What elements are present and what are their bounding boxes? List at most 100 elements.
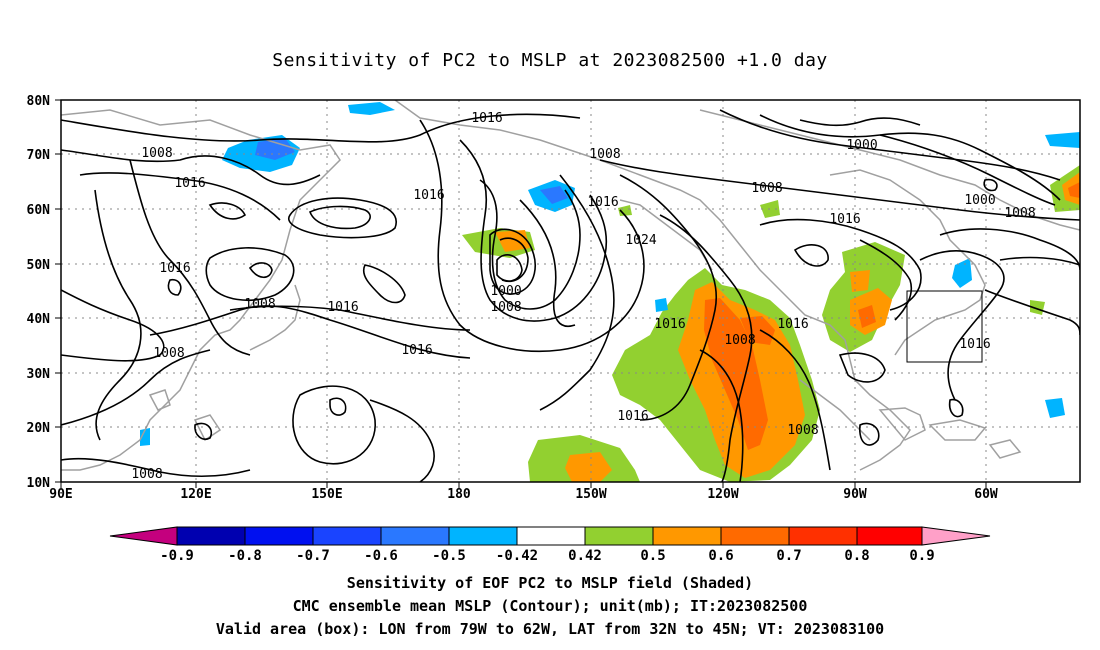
coastline [928, 419, 987, 441]
contour-label: 1016 [159, 261, 190, 276]
contour-label: 1016 [401, 343, 432, 358]
isobar-contour [248, 262, 273, 279]
isobar-contour [496, 254, 523, 282]
colorbar-swatch [856, 526, 923, 546]
axis-ticks [55, 99, 987, 488]
colorbar-swatch [380, 526, 450, 546]
isobar-contour [459, 139, 608, 322]
coastline [193, 414, 222, 442]
lat-label: 50N [27, 258, 51, 273]
isobar-contour [479, 179, 581, 310]
contour-label: 1016 [777, 317, 808, 332]
contour-label: 1000 [964, 193, 995, 208]
contour-label: 1016 [174, 176, 205, 191]
contour-label: 1016 [829, 212, 860, 227]
contour-label: 1016 [587, 195, 618, 210]
colorbar-swatch [312, 526, 382, 546]
colorbar-label: 0.5 [640, 548, 665, 564]
shade-negative-region [952, 258, 972, 288]
lon-label: 90E [49, 487, 72, 502]
contour-label: 1000 [490, 284, 521, 299]
shade-positive-region [1030, 300, 1045, 315]
contour-label: 1008 [751, 181, 782, 196]
isobar-contour [288, 197, 397, 239]
isobar-contour [79, 172, 281, 221]
colorbar-swatch [176, 526, 246, 546]
coastline [148, 389, 171, 411]
colorbar-low-arrow [109, 526, 178, 546]
contour-label: 1008 [153, 346, 184, 361]
lon-label: 60W [974, 487, 998, 502]
coastline [61, 109, 341, 471]
contour-label: 1008 [141, 146, 172, 161]
isobar-contour [859, 239, 913, 321]
contour-label: 1008 [724, 333, 755, 348]
colorbar-swatch [720, 526, 790, 546]
colorbar-label: -0.9 [160, 548, 194, 564]
isobar-contour [208, 202, 247, 220]
caption-valid-area: Valid area (box): LON from 79W to 62W, L… [215, 620, 885, 638]
isobar-contour [999, 256, 1080, 266]
isobar-contour [499, 237, 529, 283]
lat-label: 20N [27, 421, 51, 436]
shade-darkorange-region [1068, 182, 1080, 198]
colorbar-label: -0.42 [496, 548, 538, 564]
isobar-contour [149, 305, 471, 359]
colorbar-swatch [516, 526, 586, 546]
isobar-contour [838, 352, 886, 383]
caption-shading: Sensitivity of EOF PC2 to MSLP field (Sh… [346, 574, 754, 592]
lat-label: 70N [27, 148, 51, 163]
lon-label: 90W [843, 487, 867, 502]
contour-label: 1016 [327, 300, 358, 315]
colorbar-swatch [584, 526, 654, 546]
isobar-contour [859, 422, 880, 446]
colorbar-swatch [788, 526, 858, 546]
lon-label: 150E [311, 487, 342, 502]
colorbar-label: 0.42 [568, 548, 602, 564]
sensitivity-shading [140, 102, 1080, 482]
isobar-contour [699, 349, 744, 482]
contour-label: 1000 [846, 138, 877, 153]
lon-label: 150W [575, 487, 606, 502]
isobar-contour [759, 114, 1061, 201]
contour-label: 1024 [625, 233, 656, 248]
colorbar-label: -0.8 [228, 548, 262, 564]
isobar-contour [194, 422, 213, 440]
isobar-contour [292, 385, 376, 465]
colorbar-label: 0.9 [909, 548, 934, 564]
colorbar-label: -0.5 [432, 548, 466, 564]
contour-label: 1016 [654, 317, 685, 332]
shade-orange-region [565, 452, 612, 482]
contour-label: 1016 [413, 188, 444, 203]
isobar-contour [61, 149, 321, 186]
coastline [394, 100, 911, 471]
isobar-contour [719, 109, 1061, 181]
contour-label: 1008 [787, 423, 818, 438]
isobar-contour [519, 199, 576, 327]
colorbar-label: -0.7 [296, 548, 330, 564]
mslp-contours [61, 109, 1080, 482]
isobar-contour [983, 178, 998, 192]
lon-label: 120E [180, 487, 211, 502]
colorbar-swatch [244, 526, 314, 546]
coastline [829, 169, 986, 356]
shade-negative-region [1045, 132, 1080, 148]
isobar-contour [799, 117, 921, 127]
shade-negative-region [348, 102, 395, 115]
valid-area-box [906, 290, 983, 363]
shade-orange-region [850, 270, 870, 292]
shade-darkorange-region [858, 305, 876, 328]
coastline [249, 284, 301, 351]
isobar-contour [489, 228, 536, 295]
isobar-contour [129, 159, 251, 356]
isobar-contour [759, 329, 831, 471]
isobar-contour [61, 457, 251, 478]
shade-darkorange-region [704, 298, 768, 450]
isobar-contour [229, 305, 471, 331]
isobar-contour [599, 159, 1080, 221]
lon-label: 180 [447, 487, 471, 502]
shade-negative-region [540, 186, 568, 204]
shade-negative-region [655, 298, 668, 312]
colorbar-swatch [448, 526, 518, 546]
isobar-contour [793, 244, 829, 267]
